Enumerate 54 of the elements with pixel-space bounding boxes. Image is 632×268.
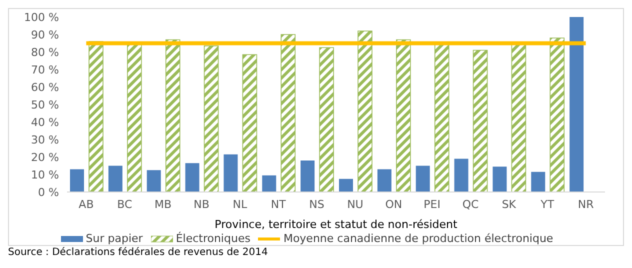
bar (550, 38, 565, 192)
bar (358, 30, 372, 192)
bar (108, 166, 122, 192)
x-tick-label: BC (117, 198, 132, 211)
bar (472, 50, 488, 192)
x-tick-label: NS (309, 198, 324, 211)
source-note: Source : Déclarations fédérales de revenus de 2014 (8, 247, 269, 258)
x-tick-label: QC (462, 198, 479, 211)
legend-label: Électroniques (174, 232, 250, 245)
x-tick-label: NU (347, 198, 364, 211)
x-tick-label: MB (154, 198, 172, 211)
bar (224, 154, 238, 192)
bar (339, 178, 353, 192)
x-tick-label: ON (385, 198, 402, 211)
bar (262, 175, 276, 192)
x-tick-label: SK (502, 198, 517, 211)
y-tick-label: 10 % (31, 168, 59, 182)
y-tick-label: 90 % (31, 28, 59, 42)
legend-label: Moyenne canadienne de production électronique (282, 232, 554, 245)
bar (185, 163, 200, 192)
bar (492, 166, 507, 192)
y-tick-label: 50 % (31, 98, 59, 112)
x-tick-label: NB (194, 198, 210, 211)
x-tick-label: NL (232, 198, 248, 211)
y-tick-label: 20 % (31, 150, 59, 164)
bar (454, 158, 468, 192)
bar (70, 169, 84, 192)
bar (416, 166, 430, 192)
bar (204, 45, 219, 192)
bar (300, 160, 315, 192)
y-tick-label: 80 % (31, 46, 59, 59)
y-tick-label: 40 % (31, 116, 59, 129)
bar (280, 34, 296, 192)
bar (377, 169, 392, 192)
legend-label: Sur papier (84, 232, 143, 245)
x-tick-label: YT (540, 198, 554, 211)
y-tick-label: 70 % (31, 63, 59, 76)
y-tick-label: 0 % (38, 186, 59, 199)
x-axis-title: Province, territoire et statut de non-résident (214, 218, 458, 231)
bar (319, 47, 334, 192)
x-tick-label: PEI (424, 198, 440, 211)
y-tick-label: 30 % (31, 133, 59, 146)
bar (165, 39, 180, 192)
bar (242, 54, 258, 192)
bar (146, 170, 161, 192)
x-tick-label: AB (78, 198, 94, 211)
y-tick-label: 60 % (31, 80, 59, 94)
bar (570, 17, 584, 192)
bar (531, 172, 546, 192)
bar (88, 41, 104, 192)
bar (396, 39, 411, 192)
x-tick-label: NT (270, 198, 286, 211)
y-tick-label: 100 % (24, 10, 59, 24)
x-tick-label: NR (578, 198, 594, 211)
